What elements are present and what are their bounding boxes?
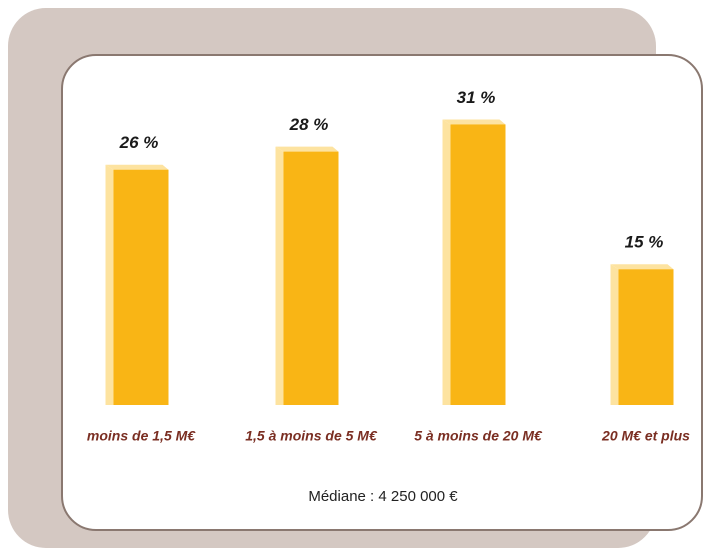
bar xyxy=(113,169,169,405)
bar-side xyxy=(610,264,619,405)
category-label: 20 M€ et plus xyxy=(601,428,690,444)
value-label: 28 % xyxy=(289,115,329,134)
bar xyxy=(450,124,506,405)
value-label: 26 % xyxy=(119,133,159,152)
bar-top xyxy=(442,119,506,125)
chart-panel xyxy=(61,54,703,531)
bar xyxy=(283,151,339,405)
bar-side xyxy=(275,146,284,405)
bar-top xyxy=(610,264,674,270)
bar-top xyxy=(275,146,339,152)
category-label: 1,5 à moins de 5 M€ xyxy=(245,428,378,444)
category-label: 5 à moins de 20 M€ xyxy=(414,428,543,444)
bar xyxy=(618,269,674,405)
bar-side xyxy=(105,164,114,405)
category-label: moins de 1,5 M€ xyxy=(87,428,196,444)
bar-top xyxy=(105,164,169,170)
median-note: Médiane : 4 250 000 € xyxy=(308,488,458,505)
bar-side xyxy=(442,119,451,405)
value-label: 31 % xyxy=(457,88,496,107)
value-label: 15 % xyxy=(625,233,664,252)
